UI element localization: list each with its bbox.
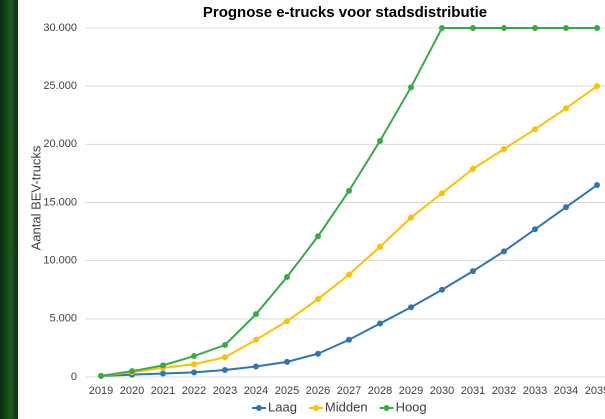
x-tick-label: 2034: [554, 385, 578, 397]
data-point: [501, 145, 507, 152]
data-point: [377, 137, 383, 144]
x-tick-label: 2025: [275, 385, 299, 397]
data-point: [253, 336, 259, 343]
data-point: [191, 353, 197, 360]
data-point: [284, 273, 290, 280]
data-point: [594, 83, 600, 90]
data-point: [346, 187, 352, 194]
data-point: [315, 350, 321, 357]
data-point: [439, 286, 445, 293]
data-point: [191, 369, 197, 376]
chart-title: Prognose e-trucks voor stadsdistributie: [203, 4, 487, 21]
data-point: [284, 318, 290, 325]
y-tick-label: 10.000: [43, 255, 77, 267]
data-point: [594, 182, 600, 189]
data-point: [470, 268, 476, 275]
y-tick-label: 5.000: [49, 313, 77, 325]
x-tick-label: 2023: [213, 385, 237, 397]
x-tick-label: 2027: [337, 385, 361, 397]
x-tick-label: 2030: [430, 385, 454, 397]
data-point: [439, 190, 445, 197]
x-tick-label: 2028: [368, 385, 392, 397]
x-tick-label: 2019: [89, 385, 113, 397]
y-axis-label: Aantal BEV-trucks: [28, 145, 43, 250]
data-point: [470, 25, 476, 31]
x-tick-label: 2029: [399, 385, 423, 397]
data-point: [563, 25, 569, 31]
data-point: [408, 84, 414, 91]
data-point: [532, 126, 538, 133]
decor-strip: [0, 0, 18, 419]
legend-label: Hoog: [396, 399, 427, 414]
series-line: [100, 85, 598, 377]
x-tick-label: 2020: [120, 385, 144, 397]
data-point: [191, 361, 197, 368]
data-point: [439, 25, 445, 31]
data-point: [408, 214, 414, 221]
data-point: [563, 204, 569, 211]
data-point: [222, 367, 228, 374]
data-point: [470, 165, 476, 172]
x-tick-label: 2022: [182, 385, 206, 397]
x-tick-label: 2031: [461, 385, 485, 397]
data-point: [160, 370, 166, 377]
data-point: [501, 248, 507, 255]
legend-label: Midden: [325, 399, 368, 414]
x-tick-label: 2032: [492, 385, 516, 397]
data-point: [253, 311, 259, 318]
data-point: [377, 320, 383, 327]
legend-marker: [383, 405, 390, 411]
data-point: [346, 271, 352, 278]
series-line: [100, 184, 598, 377]
y-tick-label: 25.000: [43, 80, 77, 92]
x-tick-label: 2021: [151, 385, 175, 397]
x-tick-label: 2033: [523, 385, 547, 397]
data-point: [346, 336, 352, 343]
data-point: [408, 304, 414, 311]
data-point: [594, 25, 600, 31]
y-tick-label: 0: [71, 371, 77, 383]
data-point: [563, 105, 569, 112]
x-tick-label: 2024: [244, 385, 268, 397]
data-point: [532, 226, 538, 233]
x-tick-label: 2026: [306, 385, 330, 397]
x-tick-label: 2035: [585, 385, 605, 397]
series-line: [100, 27, 597, 377]
data-point: [501, 25, 507, 31]
data-point: [160, 362, 166, 369]
y-tick-label: 15.000: [43, 196, 77, 208]
data-point: [532, 25, 538, 31]
data-point: [315, 296, 321, 303]
data-point: [222, 354, 228, 361]
data-point: [315, 233, 321, 240]
data-point: [284, 358, 290, 365]
y-tick-label: 20.000: [43, 138, 77, 150]
legend-marker: [256, 405, 262, 411]
data-point: [253, 363, 259, 370]
data-point: [222, 342, 228, 349]
legend-marker: [312, 405, 319, 411]
data-point: [98, 372, 104, 379]
data-point: [129, 368, 135, 375]
legend-label: Laag: [268, 399, 297, 414]
data-point: [377, 243, 383, 250]
y-tick-label: 30.000: [43, 22, 77, 34]
